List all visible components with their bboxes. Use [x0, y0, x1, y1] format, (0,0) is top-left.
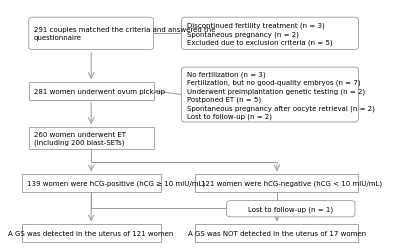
Bar [29, 128, 154, 150]
FancyBboxPatch shape [29, 18, 154, 50]
FancyBboxPatch shape [182, 68, 358, 122]
Bar [29, 83, 154, 100]
Text: A GS was detected in the uterus of 121 women: A GS was detected in the uterus of 121 w… [8, 230, 174, 236]
Text: 281 women underwent ovum pick-up: 281 women underwent ovum pick-up [34, 88, 165, 94]
FancyBboxPatch shape [182, 18, 358, 50]
Bar [22, 175, 161, 192]
Bar [22, 224, 161, 242]
Bar [195, 175, 358, 192]
Text: 139 women were hCG-positive (hCG ≥ 10 mIU/mL): 139 women were hCG-positive (hCG ≥ 10 mI… [27, 180, 205, 187]
Text: 291 couples matched the criteria and answered the
questionnaire: 291 couples matched the criteria and ans… [34, 27, 216, 41]
Text: Lost to follow-up (n = 1): Lost to follow-up (n = 1) [248, 206, 333, 212]
Bar [195, 224, 358, 242]
Text: 260 women underwent ET
(including 200 blast-SETs): 260 women underwent ET (including 200 bl… [34, 132, 126, 146]
Text: Discontinued fertility treatment (n = 3)
Spontaneous pregnancy (n = 2)
Excluded : Discontinued fertility treatment (n = 3)… [187, 22, 332, 46]
Text: 121 women were hCG-negative (hCG < 10 mIU/mL): 121 women were hCG-negative (hCG < 10 mI… [200, 180, 382, 187]
Text: A GS was NOT detected in the uterus of 17 women: A GS was NOT detected in the uterus of 1… [188, 230, 366, 236]
FancyBboxPatch shape [226, 201, 355, 217]
Text: No fertilization (n = 3)
Fertilization, but no good-quality embryos (n = 7)
Unde: No fertilization (n = 3) Fertilization, … [187, 71, 374, 120]
